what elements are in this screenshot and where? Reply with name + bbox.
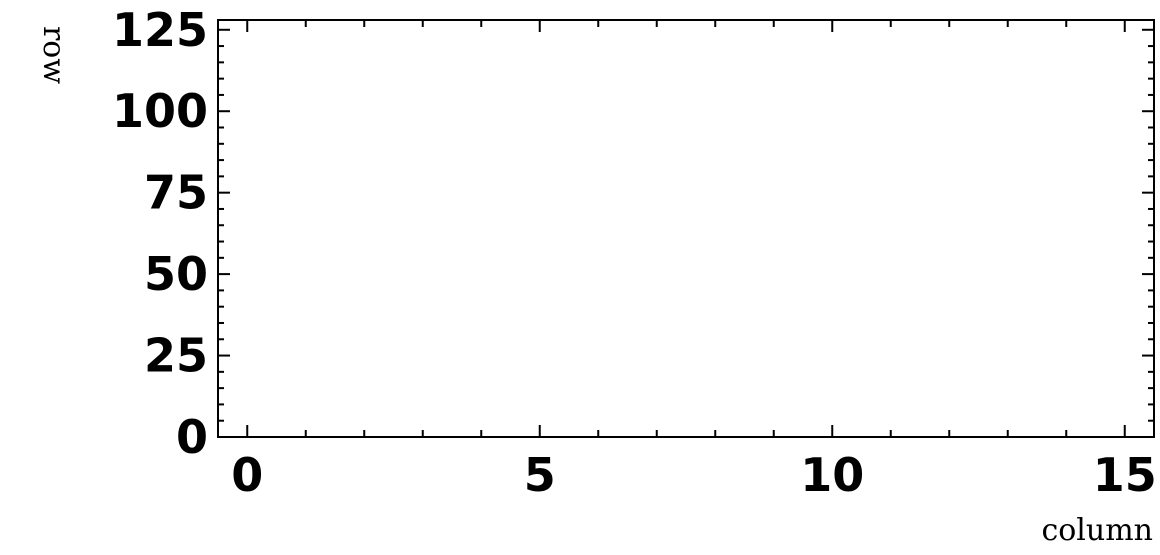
y-tick-label: 125	[112, 3, 208, 57]
y-tick-label: 50	[144, 247, 208, 301]
x-tick-label: 5	[524, 448, 556, 502]
y-tick-labels: 0 25 50 75 100 125	[112, 3, 208, 464]
axis-ticks	[218, 20, 1154, 438]
y-tick-label: 0	[176, 410, 208, 464]
x-axis-title: column	[1041, 513, 1153, 548]
y-axis-title: row	[36, 26, 71, 84]
x-tick-label: 0	[231, 448, 263, 502]
y-tick-label: 25	[144, 329, 208, 383]
x-tick-label: 15	[1093, 448, 1157, 502]
x-tick-labels: 0 5 10 15	[231, 448, 1157, 502]
y-tick-label: 100	[112, 84, 208, 138]
y-tick-label: 75	[144, 166, 208, 220]
plot-frame	[217, 19, 1155, 438]
x-tick-label: 10	[800, 448, 864, 502]
